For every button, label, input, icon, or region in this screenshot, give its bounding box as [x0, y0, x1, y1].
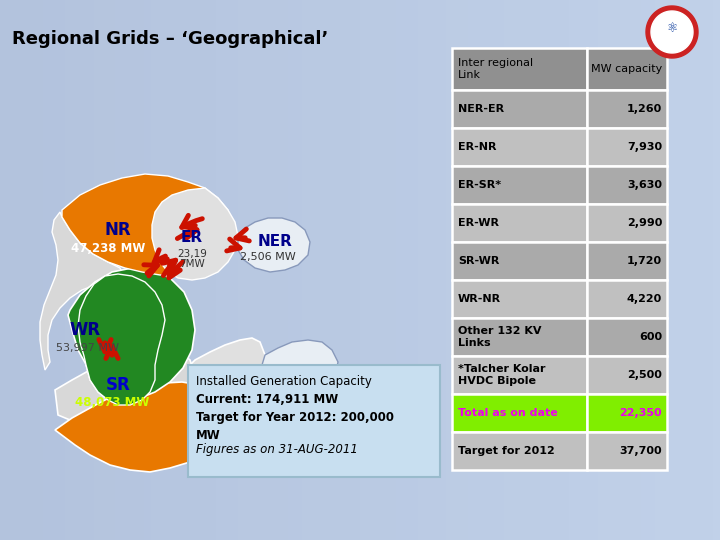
Text: 1,720: 1,720: [627, 256, 662, 266]
Polygon shape: [262, 340, 338, 390]
Polygon shape: [238, 218, 310, 272]
Text: 37,700: 37,700: [619, 446, 662, 456]
Bar: [587, 394, 667, 432]
Text: 48,073 MW: 48,073 MW: [75, 395, 149, 408]
Bar: [587, 356, 667, 394]
Text: Total as on date: Total as on date: [458, 408, 558, 418]
Text: NER: NER: [258, 234, 292, 249]
Text: 47,238 MW: 47,238 MW: [71, 241, 145, 254]
FancyBboxPatch shape: [188, 365, 440, 477]
Text: WR: WR: [69, 321, 101, 339]
Bar: [452, 166, 587, 204]
Text: *Talcher Kolar
HVDC Bipole: *Talcher Kolar HVDC Bipole: [458, 364, 546, 386]
Bar: [452, 432, 587, 470]
Text: 7MW: 7MW: [179, 259, 205, 269]
Bar: [587, 318, 667, 356]
Text: WR-NR: WR-NR: [458, 294, 501, 304]
Bar: [452, 48, 587, 90]
Text: Regional Grids – ‘Geographical’: Regional Grids – ‘Geographical’: [12, 30, 328, 48]
Bar: [452, 356, 587, 394]
Text: 1,260: 1,260: [626, 104, 662, 114]
Polygon shape: [78, 274, 165, 405]
Text: 4,220: 4,220: [626, 294, 662, 304]
Bar: [587, 242, 667, 280]
Text: 23,19: 23,19: [177, 249, 207, 259]
Text: SR-WR: SR-WR: [458, 256, 500, 266]
Text: 3,630: 3,630: [627, 180, 662, 190]
Polygon shape: [152, 188, 238, 280]
Text: ER: ER: [181, 231, 203, 246]
Text: MW: MW: [196, 429, 221, 442]
Text: Target for 2012: Target for 2012: [458, 446, 554, 456]
Text: NER-ER: NER-ER: [458, 104, 504, 114]
Bar: [587, 48, 667, 90]
Polygon shape: [68, 268, 195, 398]
Text: NR: NR: [104, 221, 131, 239]
Bar: [452, 204, 587, 242]
Bar: [452, 242, 587, 280]
Bar: [587, 166, 667, 204]
Text: 2,990: 2,990: [626, 218, 662, 228]
Polygon shape: [55, 382, 248, 472]
Text: ER-SR*: ER-SR*: [458, 180, 501, 190]
Text: Target for Year 2012: 200,000: Target for Year 2012: 200,000: [196, 411, 394, 424]
Bar: [452, 128, 587, 166]
Text: 2,500: 2,500: [627, 370, 662, 380]
Text: 2,506 MW: 2,506 MW: [240, 252, 296, 262]
Text: ⚛: ⚛: [667, 22, 678, 35]
Bar: [587, 128, 667, 166]
Bar: [587, 432, 667, 470]
Text: ER-NR: ER-NR: [458, 142, 497, 152]
Polygon shape: [646, 6, 698, 58]
Polygon shape: [62, 174, 232, 275]
Text: 7,930: 7,930: [627, 142, 662, 152]
Text: Other 132 KV
Links: Other 132 KV Links: [458, 326, 541, 348]
Bar: [587, 280, 667, 318]
Text: MW capacity: MW capacity: [590, 64, 662, 74]
Bar: [587, 90, 667, 128]
Text: 22,350: 22,350: [619, 408, 662, 418]
Bar: [452, 394, 587, 432]
Polygon shape: [190, 338, 265, 400]
Bar: [452, 90, 587, 128]
Bar: [587, 204, 667, 242]
Text: 53,997 MW: 53,997 MW: [56, 343, 120, 353]
Bar: [452, 280, 587, 318]
Polygon shape: [55, 348, 195, 422]
Polygon shape: [651, 11, 693, 53]
Text: Inter regional
Link: Inter regional Link: [458, 58, 533, 80]
Text: SR: SR: [106, 376, 130, 394]
Bar: [452, 318, 587, 356]
Text: Current: 174,911 MW: Current: 174,911 MW: [196, 393, 338, 406]
Text: Installed Generation Capacity: Installed Generation Capacity: [196, 375, 372, 388]
Polygon shape: [40, 212, 155, 405]
Text: ER-WR: ER-WR: [458, 218, 499, 228]
Text: Figures as on 31-AUG-2011: Figures as on 31-AUG-2011: [196, 443, 358, 456]
Text: 600: 600: [639, 332, 662, 342]
